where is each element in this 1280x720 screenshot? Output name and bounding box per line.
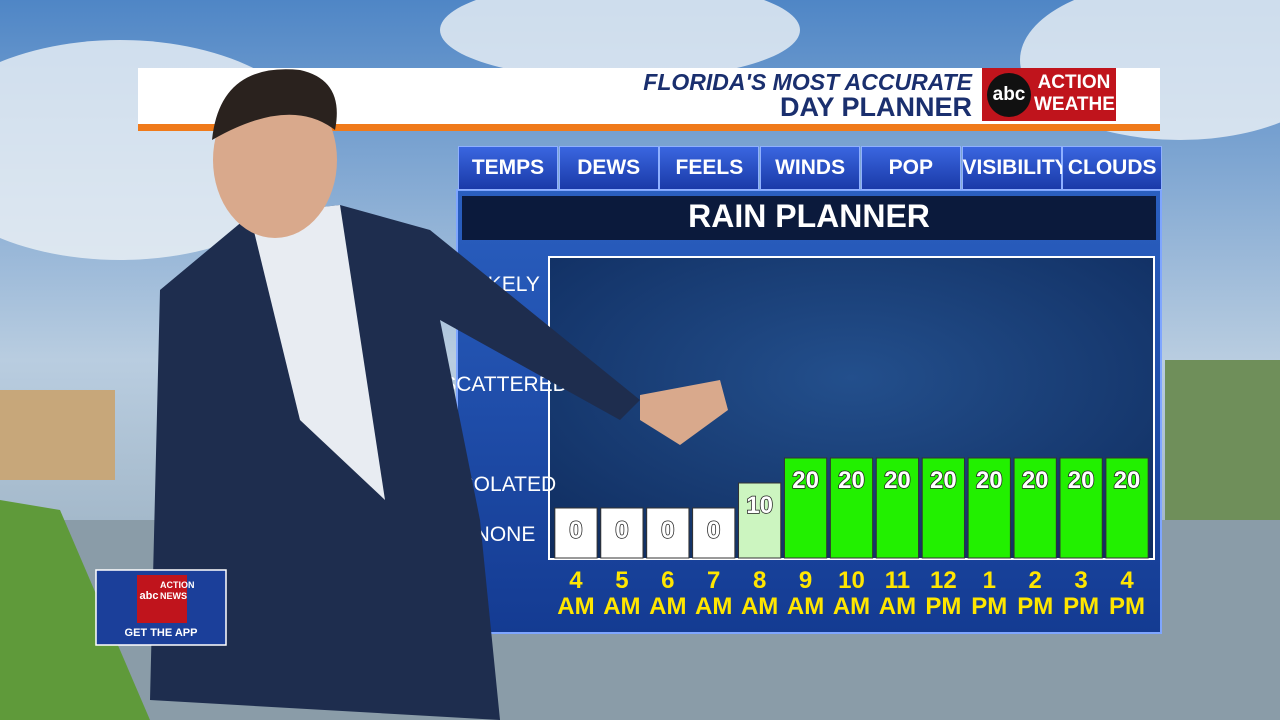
logo-text: ACTION WEATHER [1034, 72, 1129, 115]
grass [0, 500, 150, 720]
shirt [250, 205, 385, 500]
tab[interactable]: DEWS [558, 146, 659, 190]
bar [554, 507, 598, 559]
tab[interactable]: POP [860, 146, 961, 190]
cloud [440, 0, 800, 80]
y-tick-label: SCATTERED [442, 373, 568, 396]
bar-value-label: 0 [661, 517, 674, 544]
bar [646, 507, 690, 559]
y-tick-label: NONE [475, 523, 536, 546]
header-line1: FLORIDA'S MOST ACCURATE [643, 69, 972, 95]
x-tick-label: 4 PM [1109, 567, 1146, 620]
tab[interactable]: FEELS [659, 146, 760, 190]
x-tick-label: 8 AM [740, 567, 779, 620]
bar [875, 457, 920, 559]
x-tick-label: 2 PM [1017, 567, 1054, 620]
logo-circle [987, 73, 1031, 117]
x-tick-label: 9 AM [786, 567, 825, 620]
bar-value-label: 20 [838, 467, 865, 494]
bar [921, 457, 965, 559]
x-tick-label: 5 AM [603, 567, 641, 620]
bar [1013, 457, 1057, 559]
bar-value-label: 0 [569, 517, 582, 544]
bar-value-label: 20 [792, 467, 819, 494]
logo: abc [992, 84, 1026, 105]
header-line2: DAY PLANNER [779, 92, 972, 122]
suit [150, 205, 640, 720]
bar [738, 482, 782, 559]
bar-value-label: 0 [707, 517, 720, 544]
bar-value-label: 10 [746, 492, 773, 519]
bar [783, 457, 828, 559]
building [0, 390, 115, 480]
bar-value-label: 20 [930, 467, 957, 494]
badge-logo-text: abc [139, 590, 159, 602]
badge-cta[interactable]: GET THE APP [124, 627, 198, 639]
bar-value-label: 20 [1022, 467, 1049, 494]
bar-value-label: 20 [884, 467, 911, 494]
bar [1059, 457, 1103, 559]
bar-value-label: 20 [1068, 467, 1095, 494]
x-tick-label: 4 AM [557, 567, 595, 620]
x-tick-label: 6 AM [649, 567, 687, 620]
bar-value-label: 20 [976, 467, 1003, 494]
x-tick-label: 10 AM [832, 567, 871, 620]
x-tick-label: 12 PM [925, 567, 962, 620]
tab[interactable]: VISIBILITY [961, 146, 1069, 190]
badge-logo [137, 575, 187, 623]
hair [212, 69, 337, 140]
x-tick-label: 11 AM [878, 567, 917, 620]
chart-title: RAIN PLANNER [688, 198, 930, 234]
title-band [462, 196, 1156, 240]
tab[interactable]: CLOUDS [1062, 146, 1163, 190]
y-tick-label: ISOLATED [454, 473, 556, 496]
hand [640, 380, 728, 445]
badge-text: ACTION NEWS [160, 580, 195, 601]
x-tick-label: 7 AM [695, 567, 733, 620]
bar-value-label: 0 [615, 517, 628, 544]
bar [1105, 457, 1149, 559]
tab[interactable]: TEMPS [458, 146, 558, 190]
bar [600, 507, 644, 559]
header-stripe [138, 124, 1160, 131]
x-tick-label: 1 PM [971, 567, 1008, 620]
bar [692, 507, 736, 559]
presenter [150, 69, 728, 720]
bar-value-label: 20 [1114, 467, 1141, 494]
bar [967, 457, 1011, 559]
x-tick-label: 3 PM [1063, 567, 1100, 620]
tab[interactable]: WINDS [760, 146, 861, 190]
trees [1165, 360, 1280, 520]
bar [829, 457, 874, 559]
